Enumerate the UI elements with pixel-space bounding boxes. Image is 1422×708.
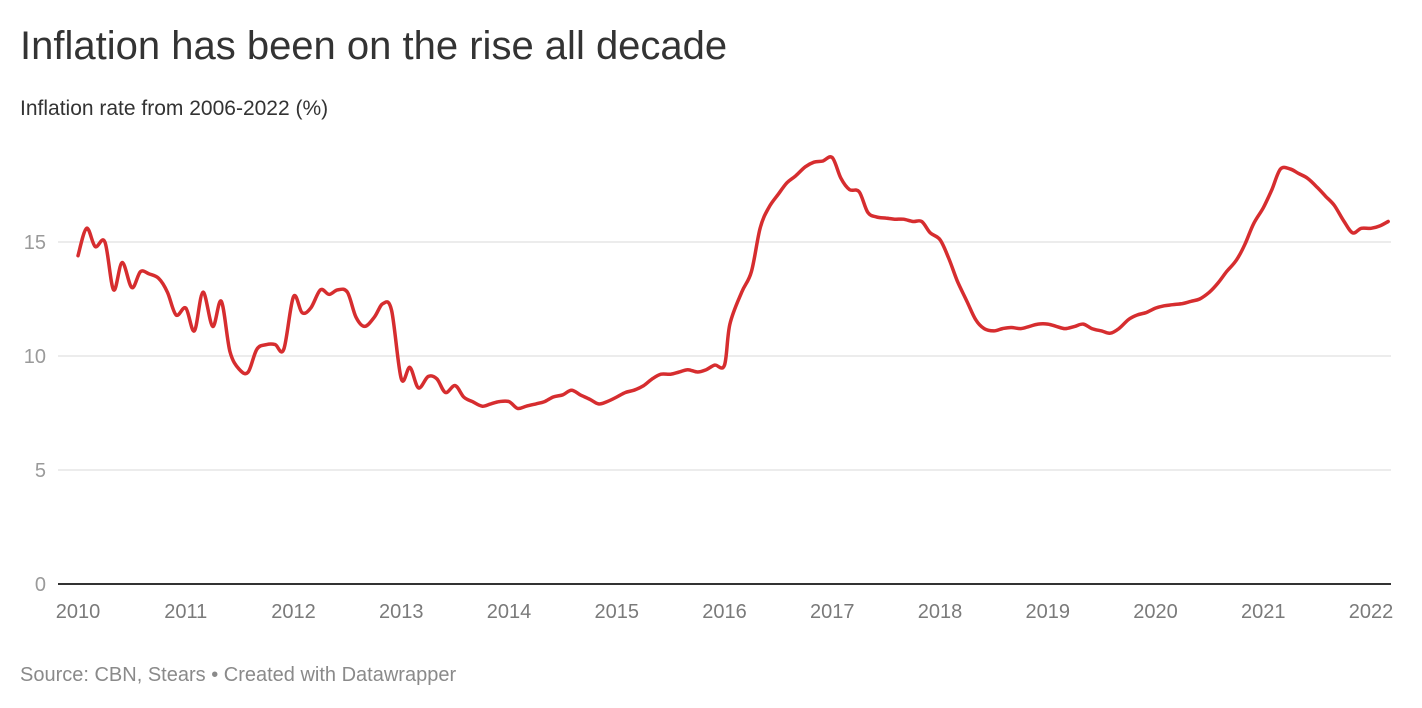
y-tick-label-15: 15 — [24, 232, 46, 254]
y-axis-tick-labels: 0 5 10 15 — [24, 232, 46, 596]
x-tick-label-2018: 2018 — [918, 601, 963, 623]
x-tick-label-2016: 2016 — [702, 601, 747, 623]
x-tick-label-2013: 2013 — [379, 601, 424, 623]
y-tick-label-0: 0 — [35, 574, 46, 596]
x-tick-label-2011: 2011 — [164, 601, 207, 623]
x-tick-label-2022: 2022 — [1349, 601, 1394, 623]
chart-footer: Source: CBN, Stears • Created with Dataw… — [20, 661, 456, 689]
series-line-0 — [76, 155, 1390, 411]
chart-title: Inflation has been on the rise all decad… — [20, 24, 728, 68]
x-tick-label-2019: 2019 — [1026, 601, 1071, 623]
x-tick-label-2012: 2012 — [271, 601, 316, 623]
y-tick-label-5: 5 — [35, 460, 46, 482]
source-label: Source: CBN, Stears — [20, 664, 206, 686]
x-tick-label-2017: 2017 — [810, 601, 855, 623]
x-tick-label-2014: 2014 — [487, 601, 532, 623]
y-tick-label-10: 10 — [24, 346, 46, 368]
chart-subtitle: Inflation rate from 2006-2022 (%) — [20, 97, 329, 120]
series-layer — [76, 155, 1390, 411]
x-axis-tick-labels: 2010 2011 2012 2013 2014 2015 2016 2017 2018 2019… — [56, 601, 1394, 623]
credit-label: Created with Datawrapper — [223, 664, 457, 686]
gridlines — [58, 241, 1391, 585]
x-tick-label-2021: 2021 — [1241, 601, 1286, 623]
x-tick-label-2010: 2010 — [56, 601, 101, 623]
footer-separator: • — [211, 664, 219, 686]
x-tick-label-2020: 2020 — [1133, 601, 1178, 623]
x-tick-label-2015: 2015 — [595, 601, 640, 623]
